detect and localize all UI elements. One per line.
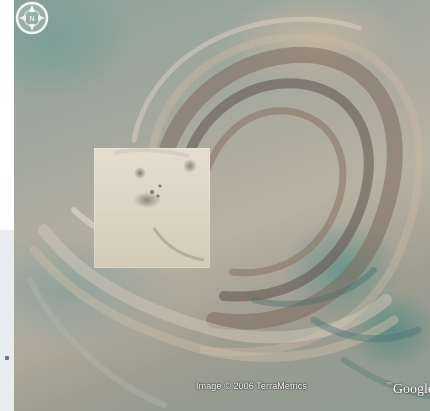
trademark-mark: ™ [386,382,392,388]
google-logo-text: Google [392,382,430,397]
sidebar-panel [0,230,15,411]
google-logo: ™Google [386,382,430,398]
imagery-attribution: Image © 2006 TerraMetrics [196,381,308,391]
overlay-texture [113,148,205,262]
compass-icon[interactable]: N [14,0,50,36]
terrain-swirls [27,16,430,408]
sidebar-marker [5,356,9,360]
satellite-map[interactable]: N Image © 2006 TerraMetrics ™Google [14,0,430,411]
image-overlay[interactable] [94,148,210,268]
compass-letter: N [29,16,34,23]
